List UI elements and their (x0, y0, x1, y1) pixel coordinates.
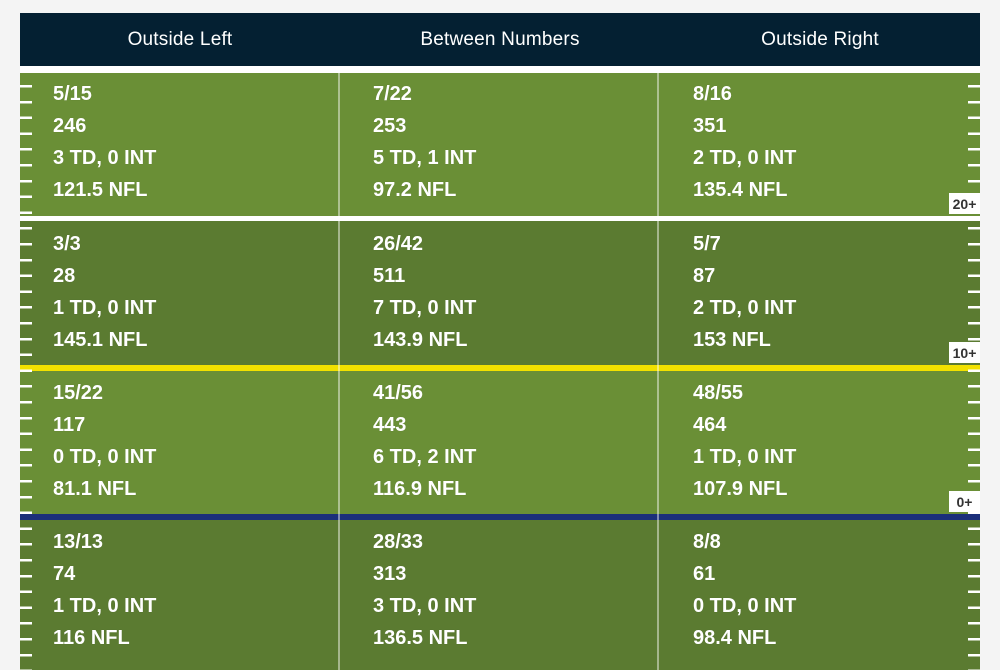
passer-rating: 136.5 NFL (373, 627, 468, 649)
td-int: 2 TD, 0 INT (693, 147, 797, 169)
td-int: 3 TD, 0 INT (373, 595, 477, 617)
zone-cell: 48/55 464 1 TD, 0 INT 107.9 NFL (693, 377, 796, 505)
zone-cell: 3/3 28 1 TD, 0 INT 145.1 NFL (53, 228, 156, 356)
td-int: 2 TD, 0 INT (693, 297, 797, 319)
passer-rating: 143.9 NFL (373, 329, 468, 351)
passer-rating: 81.1 NFL (53, 478, 137, 500)
td-int: 0 TD, 0 INT (693, 595, 797, 617)
zone-cell: 28/33 313 3 TD, 0 INT 136.5 NFL (373, 526, 476, 654)
td-int: 5 TD, 1 INT (373, 147, 477, 169)
yard-label-0: 0+ (949, 491, 980, 512)
td-int: 7 TD, 0 INT (373, 297, 477, 319)
yard-label-20: 20+ (949, 193, 980, 214)
td-int: 6 TD, 2 INT (373, 446, 477, 468)
yards: 313 (373, 563, 407, 585)
completions: 8/16 (693, 83, 732, 105)
passer-rating: 97.2 NFL (373, 179, 457, 201)
yards: 246 (53, 115, 87, 137)
yards: 511 (373, 265, 406, 287)
passer-rating: 121.5 NFL (53, 179, 148, 201)
zone-10-plus (20, 221, 980, 365)
completions: 48/55 (693, 382, 744, 404)
yards: 87 (693, 265, 716, 287)
zone-cell: 15/22 117 0 TD, 0 INT 81.1 NFL (53, 377, 156, 505)
yards: 61 (693, 563, 716, 585)
completions: 3/3 (53, 233, 81, 255)
zone-cell: 26/42 511 7 TD, 0 INT 143.9 NFL (373, 228, 476, 356)
zone-0-plus (20, 371, 980, 514)
td-int: 0 TD, 0 INT (53, 446, 157, 468)
passing-zone-chart: Outside Left Between Numbers Outside Rig… (20, 13, 980, 670)
yards: 443 (373, 414, 407, 436)
divider-10-yard-line (20, 365, 980, 371)
header-between-numbers: Between Numbers (420, 28, 580, 50)
header-divider (20, 66, 980, 73)
passer-rating: 98.4 NFL (693, 627, 777, 649)
passer-rating: 116.9 NFL (373, 478, 467, 500)
completions: 15/22 (53, 382, 104, 404)
yards: 351 (693, 115, 727, 137)
zone-cell: 5/7 87 2 TD, 0 INT 153 NFL (693, 228, 796, 356)
completions: 7/22 (373, 83, 412, 105)
zone-cell: 5/15 246 3 TD, 0 INT 121.5 NFL (53, 78, 156, 206)
completions: 8/8 (693, 531, 721, 553)
yards: 117 (53, 414, 86, 436)
completions: 41/56 (373, 382, 424, 404)
zone-cell: 8/16 351 2 TD, 0 INT 135.4 NFL (693, 78, 796, 206)
column-divider-right (657, 73, 659, 670)
yards: 253 (373, 115, 407, 137)
column-header-bar: Outside Left Between Numbers Outside Rig… (20, 13, 980, 66)
completions: 5/7 (693, 233, 721, 255)
header-outside-right: Outside Right (761, 28, 879, 50)
yards: 464 (693, 414, 727, 436)
passer-rating: 116 NFL (53, 627, 130, 649)
zone-behind-los (20, 520, 980, 670)
divider-line-of-scrimmage (20, 514, 980, 520)
hash-marks-right (968, 73, 980, 670)
passer-rating: 153 NFL (693, 329, 771, 351)
zone-20-plus (20, 73, 980, 216)
td-int: 1 TD, 0 INT (693, 446, 797, 468)
completions: 28/33 (373, 531, 424, 553)
passer-rating: 135.4 NFL (693, 179, 788, 201)
completions: 13/13 (53, 531, 104, 553)
yards: 28 (53, 265, 76, 287)
completions: 26/42 (373, 233, 424, 255)
divider-20-yard-line (20, 216, 980, 221)
zone-cell: 7/22 253 5 TD, 1 INT 97.2 NFL (373, 78, 476, 206)
passer-rating: 145.1 NFL (53, 329, 148, 351)
zone-cell: 8/8 61 0 TD, 0 INT 98.4 NFL (693, 526, 796, 654)
hash-marks-left (20, 73, 32, 670)
td-int: 1 TD, 0 INT (53, 297, 157, 319)
td-int: 1 TD, 0 INT (53, 595, 157, 617)
completions: 5/15 (53, 83, 92, 105)
column-divider-left (338, 73, 340, 670)
header-outside-left: Outside Left (127, 28, 233, 50)
yard-label-10: 10+ (949, 342, 980, 363)
passer-rating: 107.9 NFL (693, 478, 788, 500)
zone-cell: 13/13 74 1 TD, 0 INT 116 NFL (53, 526, 156, 654)
td-int: 3 TD, 0 INT (53, 147, 157, 169)
zone-cell: 41/56 443 6 TD, 2 INT 116.9 NFL (373, 377, 476, 505)
yards: 74 (53, 563, 76, 585)
